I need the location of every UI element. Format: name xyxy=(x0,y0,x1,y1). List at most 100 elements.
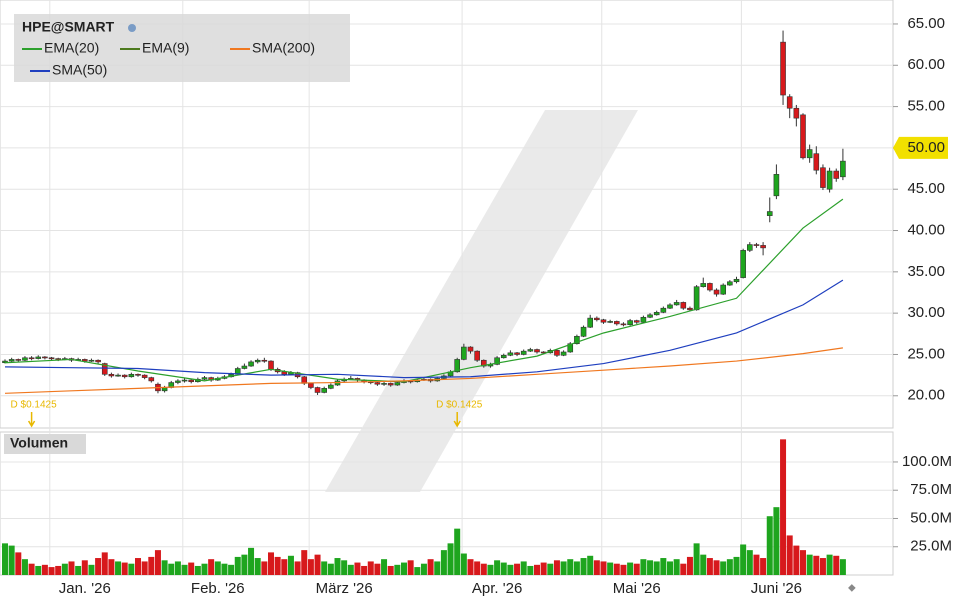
candle-body xyxy=(461,346,467,360)
volume-bar xyxy=(341,560,348,575)
volume-bar xyxy=(381,559,388,575)
candle-body xyxy=(281,371,288,375)
volume-bar xyxy=(653,561,660,575)
volume-bar xyxy=(826,554,833,575)
x-tick-label: Mai '26 xyxy=(613,580,661,597)
volume-bar xyxy=(806,554,813,575)
volume-bar xyxy=(121,562,128,575)
x-tick-label: März '26 xyxy=(316,580,373,597)
volume-bar xyxy=(726,559,733,575)
candle-body xyxy=(720,284,727,295)
candle-body xyxy=(840,160,846,178)
volume-bar xyxy=(700,554,707,575)
candle-body xyxy=(600,319,607,323)
candle-body xyxy=(108,373,115,377)
candle-body xyxy=(806,149,813,159)
candle-body xyxy=(95,359,101,363)
volume-bar xyxy=(115,561,122,575)
volume-bar xyxy=(780,439,787,575)
volume-bar xyxy=(108,559,115,575)
volume-bar xyxy=(420,563,427,575)
volume-bar xyxy=(2,543,8,575)
legend-label: EMA(20) xyxy=(44,40,99,56)
candle-body xyxy=(500,354,507,359)
legend-label: SMA(50) xyxy=(52,62,107,78)
volume-bar xyxy=(600,561,607,575)
candle-body xyxy=(560,351,567,356)
candle-body xyxy=(833,170,840,179)
candle-body xyxy=(727,281,733,286)
volume-bar xyxy=(500,562,507,575)
volume-bar xyxy=(181,564,188,575)
candle-body xyxy=(241,365,248,369)
volume-bar xyxy=(15,552,22,575)
volume-bar xyxy=(786,535,793,575)
last-price-label: 50.00 xyxy=(907,139,945,156)
candle-body xyxy=(673,302,680,306)
volume-bar xyxy=(148,556,155,575)
volume-bar xyxy=(640,559,647,575)
candle-body xyxy=(760,245,766,249)
y-tick-label: 35.00 xyxy=(907,263,945,280)
volume-bar xyxy=(241,554,248,575)
volume-bar xyxy=(281,559,288,575)
volume-bar xyxy=(760,558,767,575)
volume-bar xyxy=(740,544,747,575)
candle-body xyxy=(48,357,55,360)
y-tick-label: 60.00 xyxy=(907,56,945,73)
volume-bar xyxy=(454,528,461,575)
volume-bar xyxy=(800,550,806,575)
volume-label-box xyxy=(4,434,86,454)
volume-bar xyxy=(706,558,713,575)
candle-body xyxy=(780,41,786,96)
volume-bar xyxy=(520,561,527,575)
volume-bar xyxy=(693,543,700,575)
dividend-arrow xyxy=(27,412,36,428)
candle-body xyxy=(308,383,314,388)
volume-bar xyxy=(593,560,600,575)
volume-bar xyxy=(394,564,401,575)
volume-bar xyxy=(194,565,201,575)
volume-bar xyxy=(560,561,567,575)
candle-body xyxy=(594,317,600,321)
candle-body xyxy=(534,349,540,353)
candle-body xyxy=(707,283,713,291)
dividend-label: D $0.1425 xyxy=(11,400,58,411)
x-tick-label: Jan. '26 xyxy=(59,580,111,597)
candle-body xyxy=(793,107,800,119)
volume-bar xyxy=(733,556,740,575)
volume-bar xyxy=(307,559,314,575)
candle-body xyxy=(248,361,254,367)
ma-line xyxy=(4,347,843,394)
volume-bar xyxy=(174,561,181,575)
volume-bar xyxy=(647,560,654,575)
volume-bar xyxy=(580,558,587,575)
candle-body xyxy=(268,360,274,370)
scroll-handle[interactable]: ◆ xyxy=(848,583,856,594)
marks xyxy=(2,30,846,575)
candle-body xyxy=(35,356,42,359)
volume-bar xyxy=(367,561,374,575)
candle-body xyxy=(148,377,155,382)
candle-body xyxy=(574,335,580,345)
candle-body xyxy=(141,374,148,378)
volume-bar xyxy=(746,550,753,575)
candle-body xyxy=(121,374,128,378)
volume-bar xyxy=(314,554,321,575)
candle-body xyxy=(328,384,334,389)
dividend-arrow xyxy=(453,412,461,428)
volume-bar xyxy=(287,555,294,575)
candle-body xyxy=(713,289,720,295)
volume-bar xyxy=(154,550,161,575)
legend-label: SMA(200) xyxy=(252,40,315,56)
volume-bar xyxy=(766,516,773,575)
y-tick-label: 40.00 xyxy=(907,221,945,238)
volume-bar xyxy=(228,564,235,575)
volume-bar xyxy=(713,560,720,575)
candle-body xyxy=(820,167,826,188)
y-tick-label: 55.00 xyxy=(907,98,945,115)
volume-bar xyxy=(354,562,361,575)
candle-body xyxy=(101,363,108,375)
candle-body xyxy=(766,211,773,216)
volume-bar xyxy=(607,562,614,575)
